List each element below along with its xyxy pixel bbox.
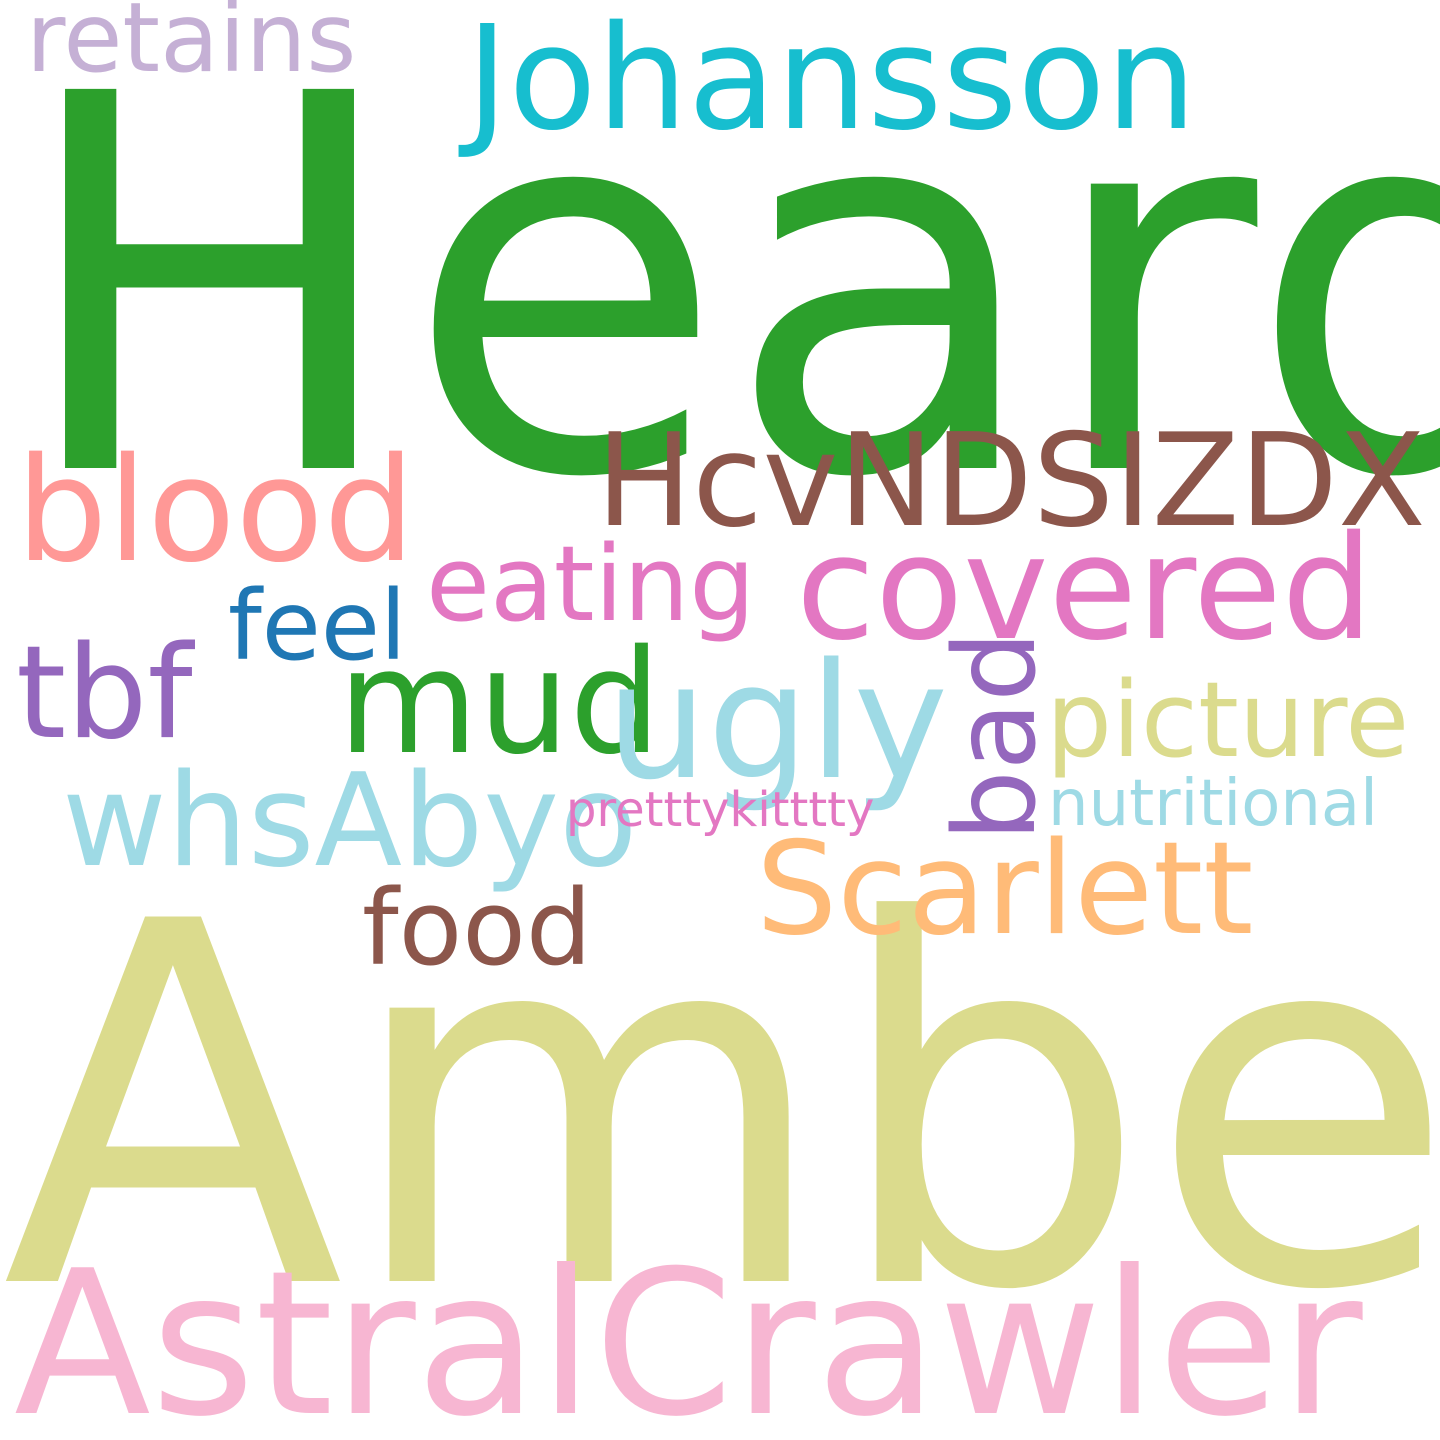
word-hcvndsizdx: HcvNDSIZDX xyxy=(596,407,1426,556)
word-scarlett: Scarlett xyxy=(756,815,1254,964)
word-tbf: tbf xyxy=(16,619,193,768)
word-food: food xyxy=(362,867,592,989)
word-ugly: ugly xyxy=(606,628,949,815)
word-whsabyo: whsAbyo xyxy=(62,747,638,896)
word-covered: covered xyxy=(796,504,1374,672)
word-picture: picture xyxy=(1046,659,1410,781)
word-amber: Amber xyxy=(2,817,1440,1399)
word-retains: retains xyxy=(26,0,357,94)
word-pretttykitttty: pretttykitttty xyxy=(566,782,875,838)
word-mud: mud xyxy=(338,618,661,786)
word-heard: Heard xyxy=(14,0,1440,591)
word-blood: blood xyxy=(16,426,416,594)
word-feel: feel xyxy=(228,570,407,682)
word-nutritional: nutritional xyxy=(1048,767,1378,841)
word-bad: bad xyxy=(931,630,1061,842)
word-astralcrawler: AstralCrawler xyxy=(14,1228,1363,1440)
word-eating: eating xyxy=(426,523,756,645)
word-johansson: Johansson xyxy=(466,0,1197,162)
